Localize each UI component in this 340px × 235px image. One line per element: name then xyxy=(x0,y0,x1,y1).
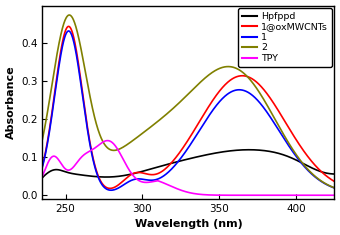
1 xyxy=(241,89,245,92)
TPY xyxy=(241,194,245,197)
1 xyxy=(333,187,337,189)
Line: TPY: TPY xyxy=(42,141,335,195)
1 xyxy=(269,116,273,119)
2 xyxy=(268,110,272,113)
1 xyxy=(170,168,174,170)
1 xyxy=(40,165,45,168)
1@oxMWCNTs xyxy=(170,161,174,164)
2 xyxy=(169,109,173,111)
Hpfppd xyxy=(333,173,337,176)
1@oxMWCNTs xyxy=(269,98,273,100)
TPY xyxy=(169,185,173,188)
Y-axis label: Absorbance: Absorbance xyxy=(5,66,16,139)
1@oxMWCNTs xyxy=(241,74,245,77)
2 xyxy=(274,119,278,122)
TPY xyxy=(40,175,45,177)
Hpfppd xyxy=(70,172,74,175)
TPY xyxy=(333,194,337,197)
Hpfppd xyxy=(169,162,173,165)
1@oxMWCNTs xyxy=(333,180,337,183)
2 xyxy=(241,71,245,74)
Hpfppd xyxy=(247,148,251,151)
1@oxMWCNTs xyxy=(70,32,74,35)
TPY xyxy=(274,194,278,197)
1 xyxy=(66,30,70,32)
1@oxMWCNTs xyxy=(40,164,45,167)
2 xyxy=(67,14,71,16)
Line: 2: 2 xyxy=(42,15,335,188)
1 xyxy=(70,36,74,39)
2 xyxy=(159,118,163,120)
X-axis label: Wavelength (nm): Wavelength (nm) xyxy=(135,219,242,229)
2 xyxy=(333,186,337,189)
Line: Hpfppd: Hpfppd xyxy=(42,150,335,178)
TPY xyxy=(105,139,109,142)
2 xyxy=(70,17,74,20)
Line: 1@oxMWCNTs: 1@oxMWCNTs xyxy=(42,26,335,188)
2 xyxy=(40,138,45,141)
1@oxMWCNTs xyxy=(274,106,278,108)
TPY xyxy=(268,194,272,197)
1@oxMWCNTs xyxy=(108,187,112,190)
1 xyxy=(274,125,278,127)
1 xyxy=(109,189,113,192)
Hpfppd xyxy=(158,165,163,168)
TPY xyxy=(159,180,163,183)
Hpfppd xyxy=(274,151,278,154)
1@oxMWCNTs xyxy=(66,25,70,28)
Hpfppd xyxy=(40,176,45,179)
Hpfppd xyxy=(241,149,245,151)
Legend: Hpfppd, 1@oxMWCNTs, 1, 2, TPY: Hpfppd, 1@oxMWCNTs, 1, 2, TPY xyxy=(238,8,332,67)
1@oxMWCNTs xyxy=(159,171,163,173)
Hpfppd xyxy=(268,150,272,153)
Line: 1: 1 xyxy=(42,31,335,190)
1 xyxy=(159,176,163,179)
TPY xyxy=(70,167,74,170)
